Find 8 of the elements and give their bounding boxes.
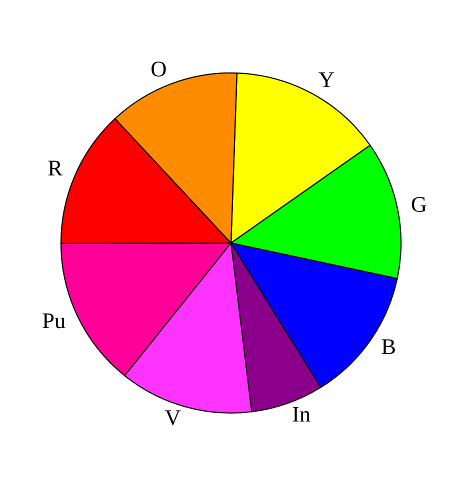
slice-label: Y xyxy=(318,72,334,87)
slice-label: G xyxy=(412,197,426,212)
slice-label: In xyxy=(292,406,310,422)
slice-label: R xyxy=(48,160,62,176)
slice-label: V xyxy=(165,410,181,426)
slice-label: Pu xyxy=(42,313,66,328)
slice-label: B xyxy=(382,339,395,354)
slice-label: O xyxy=(152,62,166,77)
